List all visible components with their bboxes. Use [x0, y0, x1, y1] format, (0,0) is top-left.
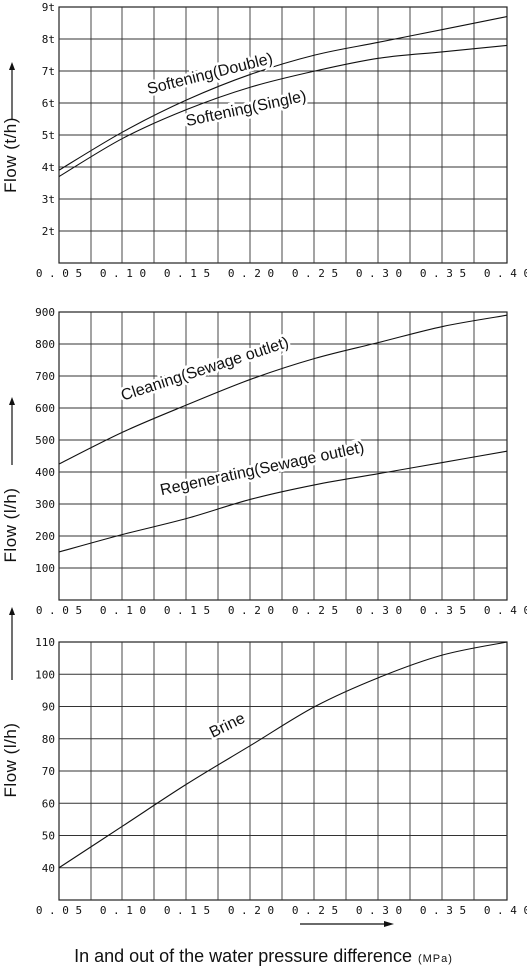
y-tick-label: 60 [42, 797, 55, 810]
y-tick-label: 200 [35, 530, 55, 543]
x-tick-label: 0 . 2 5 [292, 604, 338, 617]
x-tick-label: 0 . 0 5 [36, 904, 82, 917]
x-tick-label: 0 . 1 5 [164, 604, 210, 617]
series-line-1 [58, 16, 508, 171]
y-tick-label: 100 [35, 668, 55, 681]
y-tick-label: 50 [42, 830, 55, 843]
y-tick-label: 900 [35, 306, 55, 319]
x-tick-label: 0 . 1 5 [164, 267, 210, 280]
x-tick-label: 0 . 1 0 [100, 604, 146, 617]
y-tick-label: 8t [42, 33, 55, 46]
series-line-1 [58, 641, 508, 869]
chart-panel-3: 40 50 60 70 80 90 100 110 0 . 0 5 0 . 1 0 0 . 1 5 0… [1, 607, 527, 917]
y-axis-label: Flow (l/h) [1, 488, 20, 563]
x-tick-label: 0 . 2 5 [292, 904, 338, 917]
x-tick-label: 0 . 4 0 [484, 904, 527, 917]
y-tick-label: 3t [42, 193, 55, 206]
x-tick-label: 0 . 4 0 [484, 267, 527, 280]
x-tick-label: 0 . 0 5 [36, 267, 82, 280]
y-tick-label: 600 [35, 402, 55, 415]
x-axis-unit: (MPa) [417, 953, 453, 965]
y-axis-arrow-icon [9, 607, 15, 615]
series-label-2: Regenerating(Sewage outlet) [159, 439, 366, 499]
x-tick-label: 0 . 3 0 [356, 604, 402, 617]
chart-panel-1: 2t 3t 4t 5t 6t 7t 8t 9t 0 . 0 5 0 . 1 0 0 . 1 5 0 .… [1, 1, 527, 280]
y-tick-label: 7t [42, 65, 55, 78]
y-tick-label: 110 [35, 636, 55, 649]
x-tick-label: 0 . 3 0 [356, 267, 402, 280]
x-tick-label: 0 . 3 5 [420, 904, 466, 917]
y-axis-label: Flow (t/h) [1, 117, 20, 193]
y-tick-label: 80 [42, 733, 55, 746]
series-label-1: Softening(Double) [145, 50, 274, 98]
y-tick-label: 100 [35, 562, 55, 575]
y-axis-arrow-icon [9, 62, 15, 70]
x-tick-label: 0 . 3 5 [420, 604, 466, 617]
x-axis-title-text: In and out of the water pressure differe… [74, 946, 412, 966]
y-tick-label: 800 [35, 338, 55, 351]
x-tick-label: 0 . 2 0 [228, 904, 274, 917]
x-tick-label: 0 . 1 5 [164, 904, 210, 917]
y-axis-arrow-icon [9, 397, 15, 405]
x-tick-label: 0 . 3 0 [356, 904, 402, 917]
y-tick-label: 2t [42, 225, 55, 238]
series-label-1: Brine [207, 710, 248, 742]
series-label-2: Softening(Single) [184, 88, 308, 130]
y-tick-label: 70 [42, 765, 55, 778]
x-tick-label: 0 . 4 0 [484, 604, 527, 617]
chart-panel-2: 100 200 300 400 500 600 700 800 900 0 . 0 5 0 . 1 … [1, 306, 527, 617]
series-line-2 [58, 44, 508, 178]
y-tick-label: 300 [35, 498, 55, 511]
x-tick-label: 0 . 0 5 [36, 604, 82, 617]
x-axis-title: In and out of the water pressure differe… [0, 946, 527, 967]
x-tick-label: 0 . 1 0 [100, 904, 146, 917]
y-tick-label: 40 [42, 862, 55, 875]
y-tick-label: 5t [42, 129, 55, 142]
y-tick-label: 6t [42, 97, 55, 110]
x-tick-label: 0 . 2 0 [228, 267, 274, 280]
x-tick-label: 0 . 1 0 [100, 267, 146, 280]
y-tick-label: 4t [42, 161, 55, 174]
y-tick-label: 500 [35, 434, 55, 447]
x-axis-arrow-icon [384, 921, 394, 927]
plot-frame [58, 311, 508, 601]
y-axis-label: Flow (l/h) [1, 723, 20, 798]
x-tick-label: 0 . 2 5 [292, 267, 338, 280]
x-tick-label: 0 . 3 5 [420, 267, 466, 280]
x-tick-label: 0 . 2 0 [228, 604, 274, 617]
y-tick-label: 700 [35, 370, 55, 383]
y-tick-label: 90 [42, 701, 55, 714]
series-line-1 [58, 314, 508, 465]
series-line-2 [58, 450, 508, 553]
series-label-1: Cleaning(Sewage outlet) [119, 334, 291, 404]
y-tick-label: 400 [35, 466, 55, 479]
y-tick-label: 9t [42, 1, 55, 14]
